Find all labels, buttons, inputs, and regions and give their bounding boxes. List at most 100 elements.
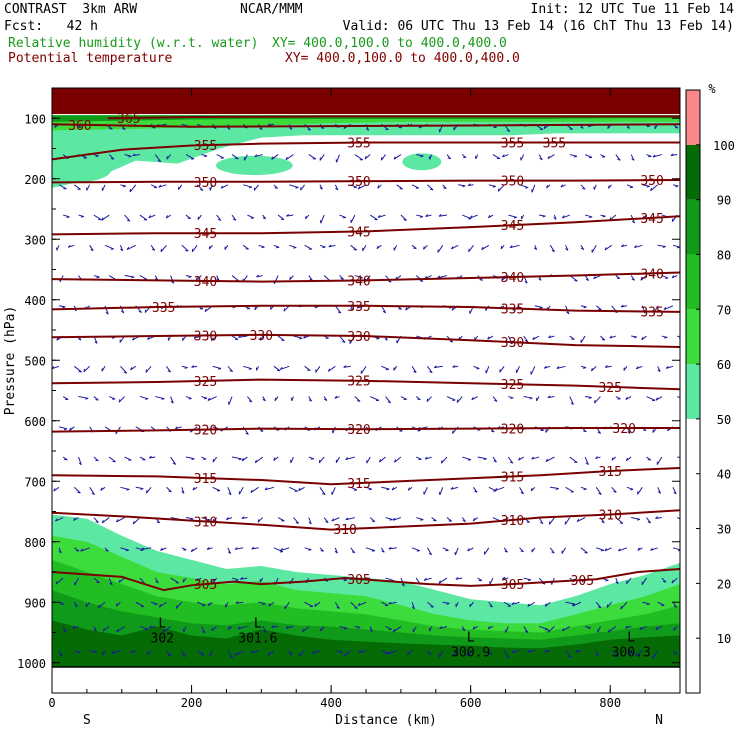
wind-arrowhead xyxy=(95,399,99,401)
wind-vector xyxy=(243,365,252,370)
wind-arrowhead xyxy=(325,520,329,524)
wind-vector xyxy=(166,650,172,657)
wind-arrowhead xyxy=(286,213,290,217)
wind-vector xyxy=(78,456,82,465)
y-tick-label: 800 xyxy=(24,536,46,550)
wind-arrowhead xyxy=(585,278,589,281)
wind-vector xyxy=(350,214,356,223)
wind-vector xyxy=(118,396,125,403)
theta-label: 315 xyxy=(347,477,370,492)
wind-vector xyxy=(277,214,285,220)
wind-vector xyxy=(503,601,512,607)
wind-vector xyxy=(109,396,116,400)
wind-vector xyxy=(385,517,393,520)
wind-arrowhead xyxy=(259,127,263,130)
wind-arrowhead xyxy=(674,653,678,655)
wind-vector xyxy=(190,547,198,553)
wind-arrowhead xyxy=(248,186,253,189)
wind-arrowhead xyxy=(467,183,471,186)
wind-vector xyxy=(591,245,597,253)
wind-vector xyxy=(369,396,380,401)
wind-arrowhead xyxy=(527,649,531,653)
wind-vector xyxy=(634,244,643,249)
wind-vector xyxy=(427,184,434,191)
low-mark: L xyxy=(627,630,635,645)
theta-label: 345 xyxy=(501,219,524,234)
theta-label: 335 xyxy=(640,306,663,321)
wind-arrowhead xyxy=(248,400,253,403)
wind-arrowhead xyxy=(184,367,188,369)
wind-vector xyxy=(300,184,305,191)
wind-arrowhead xyxy=(488,214,491,219)
wind-arrowhead xyxy=(474,490,478,493)
wind-arrowhead xyxy=(121,310,125,314)
wind-vector xyxy=(626,650,634,654)
wind-arrowhead xyxy=(58,550,62,554)
rh-upper-blob-0 xyxy=(215,155,293,176)
wind-vector xyxy=(145,365,152,373)
wind-arrowhead xyxy=(204,308,207,312)
wind-vector xyxy=(139,577,146,584)
wind-arrowhead xyxy=(636,518,641,521)
wind-arrowhead xyxy=(585,462,589,465)
wind-vector xyxy=(595,487,602,495)
wind-vector xyxy=(211,335,218,341)
wind-vector xyxy=(604,547,612,552)
wind-arrowhead xyxy=(279,366,283,370)
wind-vector xyxy=(466,650,474,657)
wind-arrowhead xyxy=(607,629,610,633)
wind-arrowhead xyxy=(181,490,185,494)
wind-arrowhead xyxy=(299,337,303,340)
wind-vector xyxy=(426,547,433,556)
wind-arrowhead xyxy=(382,310,386,314)
wind-arrowhead xyxy=(126,488,130,491)
wind-vector xyxy=(637,487,643,495)
colorbar-tick-label: 10 xyxy=(717,632,731,646)
wind-vector xyxy=(489,577,494,585)
wind-vector xyxy=(238,487,244,495)
wind-arrowhead xyxy=(262,603,266,605)
wind-arrowhead xyxy=(210,337,213,341)
wind-vector xyxy=(545,456,555,463)
wind-vector xyxy=(116,626,125,633)
wind-vector xyxy=(246,396,253,403)
wind-arrowhead xyxy=(132,337,135,341)
wind-arrowhead xyxy=(513,216,517,219)
wind-vector xyxy=(470,214,478,219)
wind-vector-layer xyxy=(52,123,680,659)
wind-vector xyxy=(511,601,520,605)
wind-vector xyxy=(576,517,586,523)
wind-arrowhead xyxy=(419,216,424,218)
theta-label: 305 xyxy=(571,574,594,589)
wind-arrowhead xyxy=(359,277,363,279)
wind-arrowhead xyxy=(430,606,434,608)
low-mark: L xyxy=(467,630,475,645)
wind-arrowhead xyxy=(553,217,557,220)
wind-arrowhead xyxy=(131,276,135,279)
wind-arrowhead xyxy=(322,246,326,249)
wind-arrowhead xyxy=(200,189,204,191)
wind-vector xyxy=(135,601,145,607)
wind-vector xyxy=(381,601,389,606)
wind-vector xyxy=(416,517,424,521)
wind-arrowhead xyxy=(386,488,390,491)
wind-vector xyxy=(427,601,434,608)
wind-vector xyxy=(89,245,94,251)
wind-vector xyxy=(286,214,294,217)
wind-vector xyxy=(102,626,110,632)
colorbar-tick-label: 70 xyxy=(717,303,731,317)
wind-arrowhead xyxy=(388,546,392,550)
wind-arrowhead xyxy=(387,651,391,655)
wind-vector xyxy=(641,577,647,585)
wind-vector xyxy=(385,625,392,630)
wind-vector xyxy=(437,275,448,279)
wind-arrowhead xyxy=(77,651,81,654)
wind-arrowhead xyxy=(256,274,260,278)
wind-vector xyxy=(116,517,125,523)
wind-vector xyxy=(93,214,102,221)
wind-arrowhead xyxy=(85,397,89,400)
wind-arrowhead xyxy=(575,649,578,653)
wind-arrowhead xyxy=(561,215,565,219)
wind-arrowhead xyxy=(566,311,570,315)
wind-vector xyxy=(455,577,463,580)
